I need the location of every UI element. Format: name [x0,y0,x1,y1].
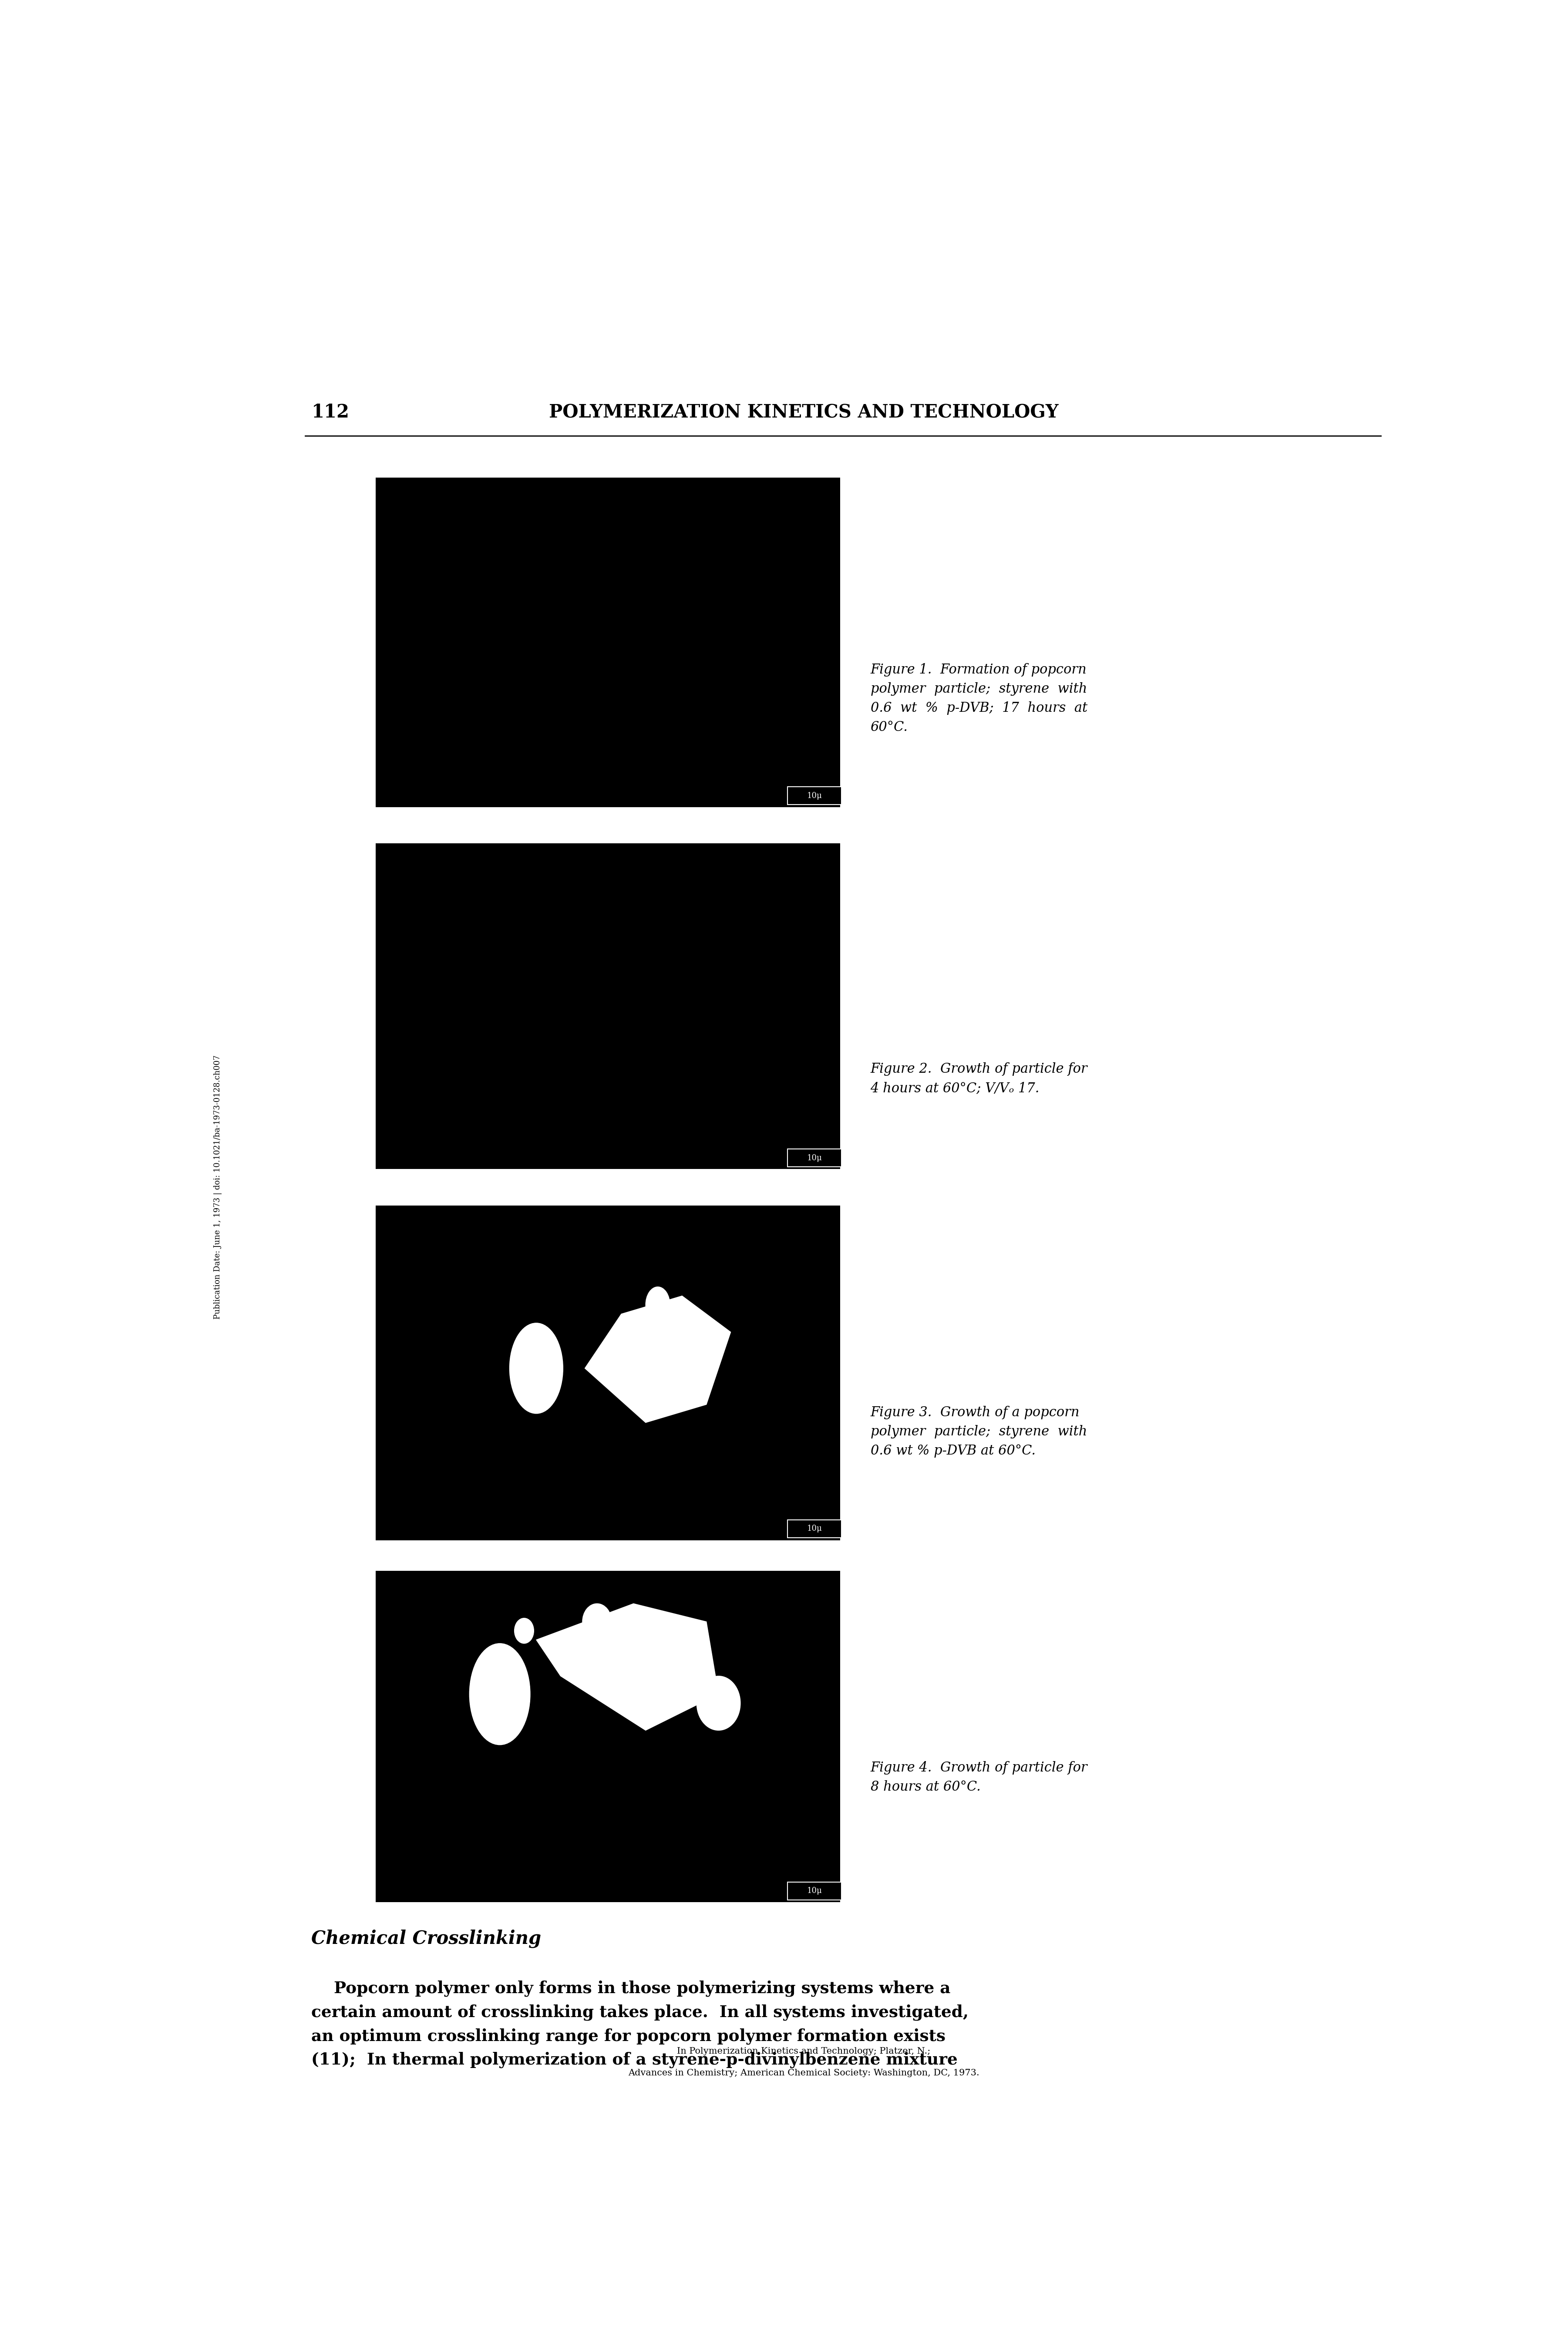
Bar [376,844,840,1168]
Text: Advances in Chemistry; American Chemical Society: Washington, DC, 1973.: Advances in Chemistry; American Chemical… [629,2069,978,2078]
Text: 10μ: 10μ [808,792,822,799]
Ellipse shape [646,1286,670,1324]
Ellipse shape [514,1617,533,1643]
Text: Publication Date: June 1, 1973 | doi: 10.1021/ba-1973-0128.ch007: Publication Date: June 1, 1973 | doi: 10… [213,1056,223,1319]
Ellipse shape [648,1615,668,1646]
FancyBboxPatch shape [787,1519,842,1538]
FancyBboxPatch shape [787,788,842,804]
Ellipse shape [582,1603,612,1641]
Ellipse shape [886,1335,916,1401]
Text: 112: 112 [312,404,350,421]
Bar [376,1206,840,1540]
Polygon shape [585,1295,731,1422]
Text: In Polymerization Kinetics and Technology; Platzer, N.;: In Polymerization Kinetics and Technolog… [677,2048,930,2055]
Bar [376,1570,840,1902]
Text: Figure 2.  Growth of particle for
4 hours at 60°C; V/Vₒ 17.: Figure 2. Growth of particle for 4 hours… [870,1063,1088,1096]
Text: Popcorn polymer only forms in those polymerizing systems where a
certain amount : Popcorn polymer only forms in those poly… [312,1980,969,2069]
Bar [376,477,840,806]
Text: 10μ: 10μ [808,1154,822,1161]
Ellipse shape [469,1643,530,1744]
Ellipse shape [696,1676,740,1730]
Text: POLYMERIZATION KINETICS AND TECHNOLOGY: POLYMERIZATION KINETICS AND TECHNOLOGY [549,404,1058,421]
FancyBboxPatch shape [787,1881,842,1900]
Text: Figure 1.  Formation of popcorn
polymer  particle;  styrene  with
0.6  wt  %  p-: Figure 1. Formation of popcorn polymer p… [870,663,1087,734]
FancyBboxPatch shape [787,1150,842,1166]
Text: Chemical Crosslinking: Chemical Crosslinking [312,1930,541,1949]
Text: 10μ: 10μ [808,1526,822,1533]
Polygon shape [536,1603,718,1730]
Ellipse shape [510,1324,563,1413]
Text: 10μ: 10μ [808,1888,822,1895]
Ellipse shape [1002,1260,1019,1295]
Text: Figure 3.  Growth of a popcorn
polymer  particle;  styrene  with
0.6 wt % p-DVB : Figure 3. Growth of a popcorn polymer pa… [870,1406,1087,1458]
Text: Figure 4.  Growth of particle for
8 hours at 60°C.: Figure 4. Growth of particle for 8 hours… [870,1761,1088,1794]
